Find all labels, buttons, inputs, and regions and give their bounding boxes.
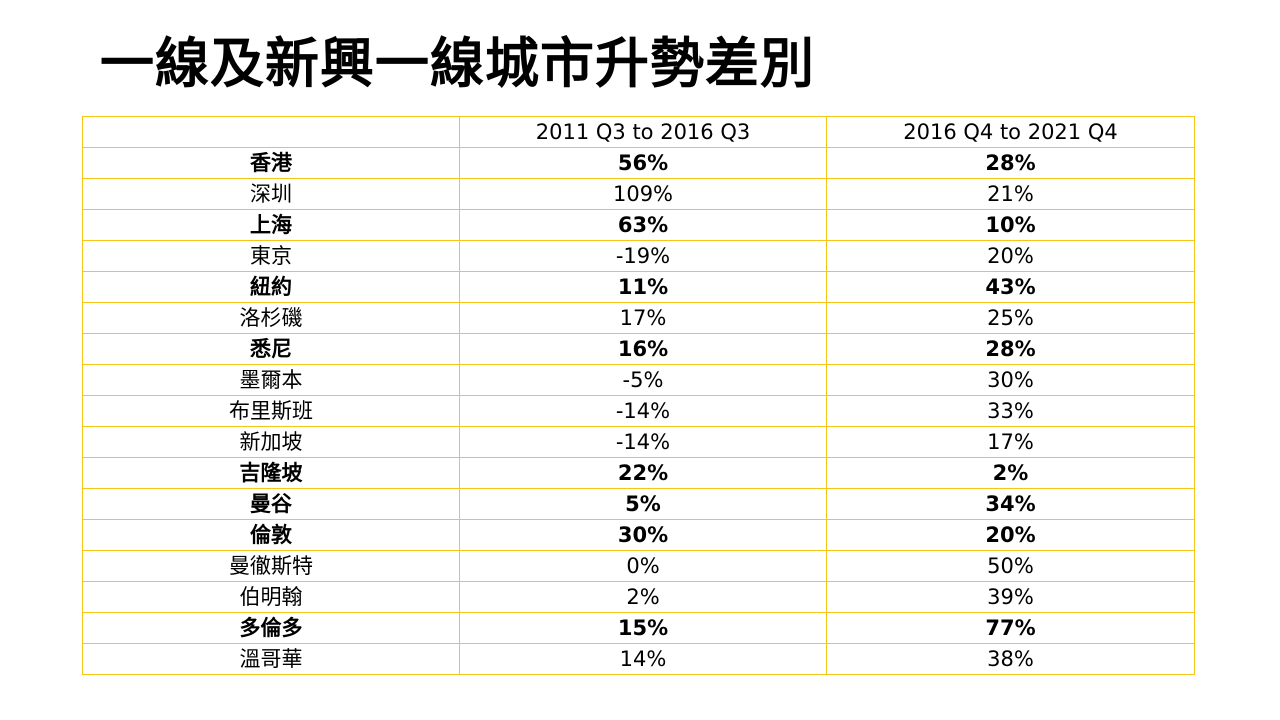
table-row: 曼谷 5% 34% — [82, 488, 1195, 520]
period-2-cell: 28% — [826, 333, 1195, 365]
header-city — [82, 116, 460, 148]
period-1-cell: 30% — [459, 519, 827, 551]
city-cell: 悉尼 — [82, 333, 460, 365]
period-1-cell: 56% — [459, 147, 827, 179]
table-row: 多倫多 15% 77% — [82, 612, 1195, 644]
city-cell: 新加坡 — [82, 426, 460, 458]
city-cell: 墨爾本 — [82, 364, 460, 396]
period-1-cell: 2% — [459, 581, 827, 613]
city-cell: 深圳 — [82, 178, 460, 210]
period-2-cell: 20% — [826, 519, 1195, 551]
period-2-cell: 20% — [826, 240, 1195, 272]
period-1-cell: -14% — [459, 395, 827, 427]
table-row: 布里斯班 -14% 33% — [82, 395, 1195, 427]
city-cell: 香港 — [82, 147, 460, 179]
table-row: 東京 -19% 20% — [82, 240, 1195, 272]
period-1-cell: 11% — [459, 271, 827, 303]
city-cell: 吉隆坡 — [82, 457, 460, 489]
page-title: 一線及新興一線城市升勢差別 — [100, 32, 815, 95]
table-row: 紐約 11% 43% — [82, 271, 1195, 303]
period-2-cell: 10% — [826, 209, 1195, 241]
period-2-cell: 43% — [826, 271, 1195, 303]
table-row: 墨爾本 -5% 30% — [82, 364, 1195, 396]
city-cell: 布里斯班 — [82, 395, 460, 427]
city-cell: 溫哥華 — [82, 643, 460, 675]
period-2-cell: 33% — [826, 395, 1195, 427]
city-cell: 紐約 — [82, 271, 460, 303]
period-1-cell: 14% — [459, 643, 827, 675]
table-row: 吉隆坡 22% 2% — [82, 457, 1195, 489]
city-cell: 多倫多 — [82, 612, 460, 644]
table-body: 香港 56% 28% 深圳 109% 21% 上海 63% 10% 東京 -19% 20% 紐約 11% 4… — [82, 147, 1195, 675]
period-1-cell: -19% — [459, 240, 827, 272]
header-period-2: 2016 Q4 to 2021 Q4 — [826, 116, 1195, 148]
period-1-cell: 15% — [459, 612, 827, 644]
city-cell: 東京 — [82, 240, 460, 272]
period-1-cell: -14% — [459, 426, 827, 458]
period-1-cell: -5% — [459, 364, 827, 396]
period-2-cell: 30% — [826, 364, 1195, 396]
period-2-cell: 17% — [826, 426, 1195, 458]
period-1-cell: 63% — [459, 209, 827, 241]
table-row: 伯明翰 2% 39% — [82, 581, 1195, 613]
period-1-cell: 0% — [459, 550, 827, 582]
period-1-cell: 22% — [459, 457, 827, 489]
comparison-table: 2011 Q3 to 2016 Q3 2016 Q4 to 2021 Q4 香港… — [82, 116, 1195, 675]
city-cell: 倫敦 — [82, 519, 460, 551]
city-cell: 上海 — [82, 209, 460, 241]
table-row: 深圳 109% 21% — [82, 178, 1195, 210]
table-header-row: 2011 Q3 to 2016 Q3 2016 Q4 to 2021 Q4 — [82, 116, 1195, 148]
period-2-cell: 38% — [826, 643, 1195, 675]
period-2-cell: 21% — [826, 178, 1195, 210]
city-cell: 伯明翰 — [82, 581, 460, 613]
city-cell: 曼谷 — [82, 488, 460, 520]
table-row: 溫哥華 14% 38% — [82, 643, 1195, 675]
table-row: 悉尼 16% 28% — [82, 333, 1195, 365]
period-1-cell: 5% — [459, 488, 827, 520]
period-2-cell: 2% — [826, 457, 1195, 489]
period-2-cell: 28% — [826, 147, 1195, 179]
table-row: 倫敦 30% 20% — [82, 519, 1195, 551]
table-row: 曼徹斯特 0% 50% — [82, 550, 1195, 582]
period-2-cell: 34% — [826, 488, 1195, 520]
period-2-cell: 25% — [826, 302, 1195, 334]
period-2-cell: 50% — [826, 550, 1195, 582]
table-row: 新加坡 -14% 17% — [82, 426, 1195, 458]
period-1-cell: 17% — [459, 302, 827, 334]
period-1-cell: 16% — [459, 333, 827, 365]
table-row: 上海 63% 10% — [82, 209, 1195, 241]
table-row: 香港 56% 28% — [82, 147, 1195, 179]
table-row: 洛杉磯 17% 25% — [82, 302, 1195, 334]
city-cell: 曼徹斯特 — [82, 550, 460, 582]
period-1-cell: 109% — [459, 178, 827, 210]
period-2-cell: 39% — [826, 581, 1195, 613]
period-2-cell: 77% — [826, 612, 1195, 644]
city-cell: 洛杉磯 — [82, 302, 460, 334]
header-period-1: 2011 Q3 to 2016 Q3 — [459, 116, 827, 148]
